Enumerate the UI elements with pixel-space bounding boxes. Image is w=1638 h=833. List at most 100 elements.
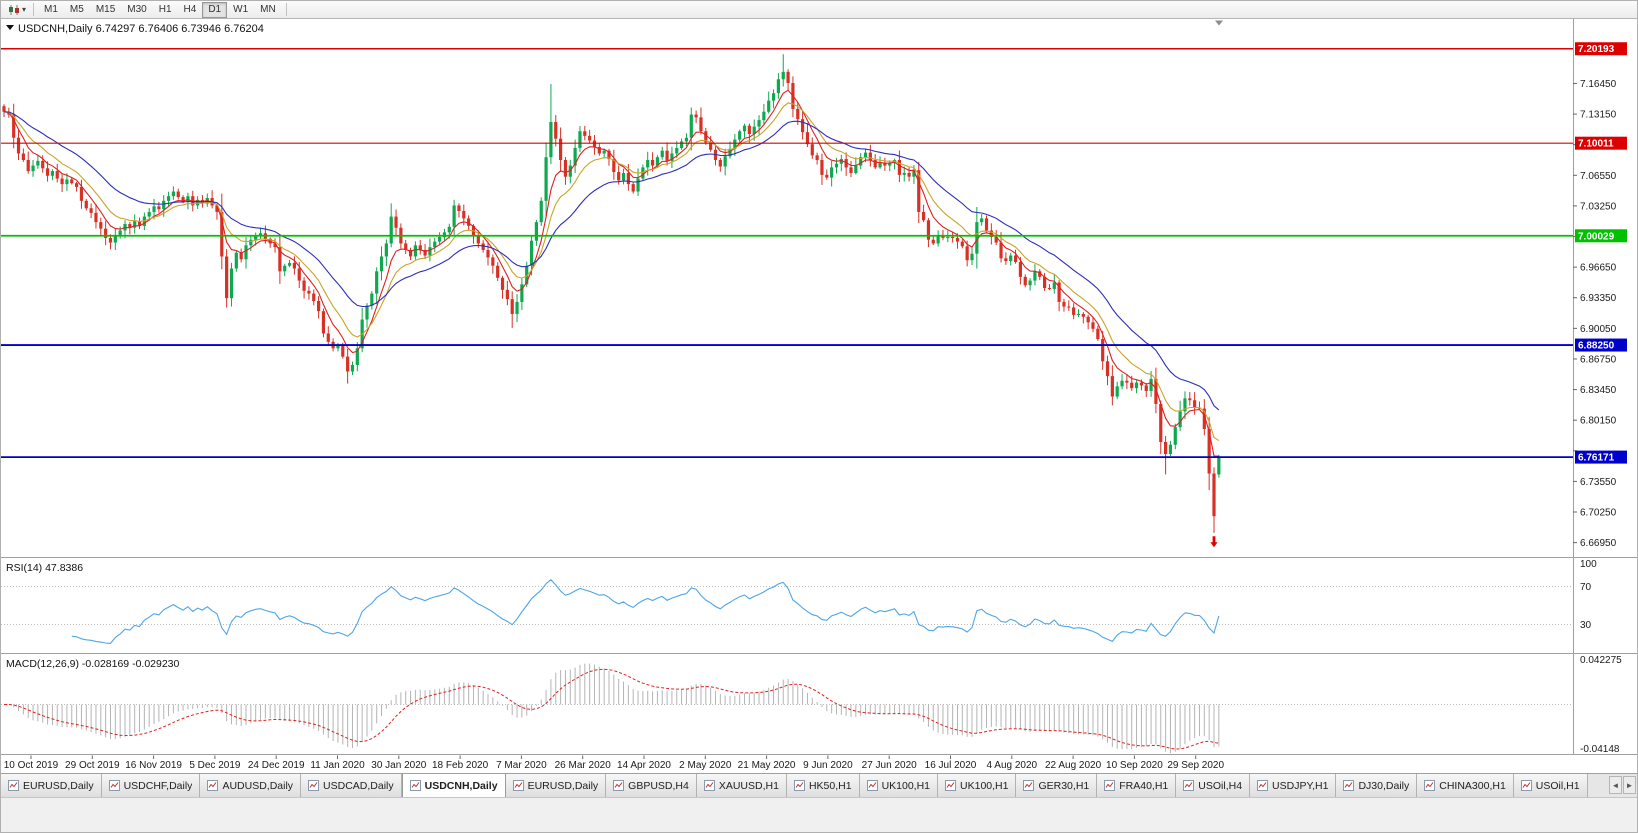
mini-chart-icon <box>512 780 524 791</box>
chart-tab-fra40-h1[interactable]: FRA40,H1 <box>1097 774 1177 797</box>
chart-title: USDCNH,Daily 6.74297 6.76406 6.73946 6.7… <box>18 23 264 35</box>
svg-text:10 Sep 2020: 10 Sep 2020 <box>1106 760 1163 771</box>
chevron-down-icon: ▾ <box>22 4 27 14</box>
collapse-icon[interactable] <box>6 25 14 30</box>
timeframe-button-m5[interactable]: M5 <box>64 2 90 18</box>
chart-tab-xauusd-h1[interactable]: XAUUSD,H1 <box>696 774 787 797</box>
tabs-scroll-left-icon[interactable]: ◄ <box>1609 776 1622 794</box>
chart-tab-uk100-h1[interactable]: UK100,H1 <box>859 774 939 797</box>
mini-chart-icon <box>793 780 805 791</box>
svg-text:7.06550: 7.06550 <box>1580 171 1617 182</box>
svg-text:6.76171: 6.76171 <box>1578 453 1615 464</box>
timeframe-button-w1[interactable]: W1 <box>227 2 254 18</box>
chart-tab-label: USOil,H1 <box>1535 779 1580 792</box>
svg-text:100: 100 <box>1580 559 1597 570</box>
price-axis: 7.16450 7.13150 7.06550 7.03250 6.96650 6.933… <box>1573 42 1627 549</box>
chart-tab-label: FRA40,H1 <box>1119 779 1169 792</box>
tabs-scroll-right-icon[interactable]: ► <box>1623 776 1636 794</box>
mini-chart-icon <box>613 780 625 791</box>
svg-text:6.96650: 6.96650 <box>1580 263 1617 274</box>
mini-chart-icon <box>945 780 957 791</box>
chart-graphics: 7.16450 7.13150 7.06550 7.03250 6.96650 6.933… <box>1 19 1637 771</box>
chart-tab-label: USOil,H4 <box>1198 779 1243 792</box>
mini-chart-icon <box>1023 780 1035 791</box>
chart-tab-usdjpy-h1[interactable]: USDJPY,H1 <box>1250 774 1337 797</box>
svg-text:11 Jan 2020: 11 Jan 2020 <box>310 760 365 771</box>
sell-arrow-icon <box>1210 536 1218 548</box>
mini-chart-icon <box>703 780 715 791</box>
timeframe-button-mn[interactable]: MN <box>254 2 282 18</box>
svg-text:14 Apr 2020: 14 Apr 2020 <box>617 760 671 771</box>
macd-panel: 0.042275 -0.04148 <box>1 655 1622 755</box>
timeframe-button-d1[interactable]: D1 <box>202 1 228 18</box>
svg-text:6.80150: 6.80150 <box>1580 416 1617 427</box>
mini-chart-icon <box>308 780 320 791</box>
chart-tab-gbpusd-h4[interactable]: GBPUSD,H4 <box>606 774 697 797</box>
svg-text:24 Dec 2019: 24 Dec 2019 <box>248 760 305 771</box>
chart-tab-label: USDCNH,Daily <box>424 779 498 792</box>
timeframe-button-h4[interactable]: H4 <box>178 2 203 18</box>
rsi-panel: 100 70 30 <box>1 559 1597 644</box>
toolbar-separator <box>33 3 35 16</box>
svg-text:6.93350: 6.93350 <box>1580 293 1617 304</box>
candlestick-chart-icon <box>9 4 19 15</box>
chart-tab-label: CHINA300,H1 <box>1439 779 1506 792</box>
chart-tab-hk50-h1[interactable]: HK50,H1 <box>786 774 860 797</box>
chart-tab-label: UK100,H1 <box>881 779 931 792</box>
chart-tab-label: USDCHF,Daily <box>123 779 193 792</box>
svg-text:6.86750: 6.86750 <box>1580 354 1617 365</box>
chart-tab-uk100-h1[interactable]: UK100,H1 <box>938 774 1017 797</box>
svg-text:29 Sep 2020: 29 Sep 2020 <box>1167 760 1224 771</box>
svg-text:6.70250: 6.70250 <box>1580 508 1617 519</box>
chart-tab-usdcnh-daily[interactable]: USDCNH,Daily <box>401 774 506 797</box>
chart-tab-eurusd-daily[interactable]: EURUSD,Daily <box>1 774 102 797</box>
date-axis: 10 Oct 2019 29 Oct 2019 16 Nov 2019 5 Dec 2… <box>4 755 1224 771</box>
chart-type-dropdown[interactable]: ▾ <box>4 2 29 18</box>
chart-tab-audusd-daily[interactable]: AUDUSD,Daily <box>200 774 302 797</box>
svg-text:30: 30 <box>1580 620 1592 631</box>
mini-chart-icon <box>1343 780 1355 791</box>
timeframe-button-m1[interactable]: M1 <box>38 2 64 18</box>
horizontal-levels[interactable] <box>1 48 1573 458</box>
chart-tab-usdcad-daily[interactable]: USDCAD,Daily <box>301 774 402 797</box>
mini-chart-icon <box>8 780 19 791</box>
svg-text:30 Jan 2020: 30 Jan 2020 <box>371 760 426 771</box>
chart-tab-usdchf-daily[interactable]: USDCHF,Daily <box>101 774 201 797</box>
chart-shift-icon[interactable] <box>1215 20 1223 26</box>
timeframe-toolbar: ▾ M1 M5 M15 M30 H1 H4 D1 W1 MN <box>1 1 1637 19</box>
chart-tab-ger30-h1[interactable]: GER30,H1 <box>1016 774 1098 797</box>
svg-text:6.88250: 6.88250 <box>1578 341 1615 352</box>
macd-label: MACD(12,26,9) -0.028169 -0.029230 <box>6 658 180 670</box>
chart-tab-usoil-h4[interactable]: USOil,H4 <box>1176 774 1251 797</box>
svg-text:7.00029: 7.00029 <box>1578 231 1615 242</box>
timeframe-button-h1[interactable]: H1 <box>153 2 178 18</box>
panel-frame <box>1 19 1637 755</box>
svg-text:0.042275: 0.042275 <box>1580 655 1622 666</box>
chart-tab-china300-h1[interactable]: CHINA300,H1 <box>1417 774 1514 797</box>
mini-chart-icon <box>1520 780 1532 791</box>
mini-chart-icon <box>409 780 421 791</box>
svg-text:6.73550: 6.73550 <box>1580 477 1617 488</box>
chart-tab-label: GBPUSD,H4 <box>628 779 689 792</box>
svg-text:70: 70 <box>1580 582 1592 593</box>
chart-tab-label: DJ30,Daily <box>1358 779 1410 792</box>
timeframe-button-m15[interactable]: M15 <box>90 2 121 18</box>
chart-tab-usoil-h1[interactable]: USOil,H1 <box>1513 774 1588 797</box>
svg-text:2 May 2020: 2 May 2020 <box>679 760 732 771</box>
chart-tab-label: EURUSD,Daily <box>527 779 599 792</box>
mini-chart-icon <box>1104 780 1116 791</box>
timeframe-button-m30[interactable]: M30 <box>121 2 152 18</box>
tabs-scroll-arrows: ◄ ► <box>1609 774 1636 796</box>
ma-lines <box>3 89 1220 457</box>
chart-tab-dj30-daily[interactable]: DJ30,Daily <box>1336 774 1418 797</box>
svg-text:7.03250: 7.03250 <box>1580 201 1617 212</box>
timeframe-buttons: M1 M5 M15 M30 H1 H4 D1 W1 MN <box>38 1 282 18</box>
toolbar-separator <box>285 3 287 16</box>
chart-tab-label: HK50,H1 <box>808 779 852 792</box>
mini-chart-icon <box>1257 780 1269 791</box>
svg-text:7 Mar 2020: 7 Mar 2020 <box>496 760 547 771</box>
chart-tab-eurusd-daily[interactable]: EURUSD,Daily <box>505 774 607 797</box>
svg-text:10 Oct 2019: 10 Oct 2019 <box>4 760 59 771</box>
